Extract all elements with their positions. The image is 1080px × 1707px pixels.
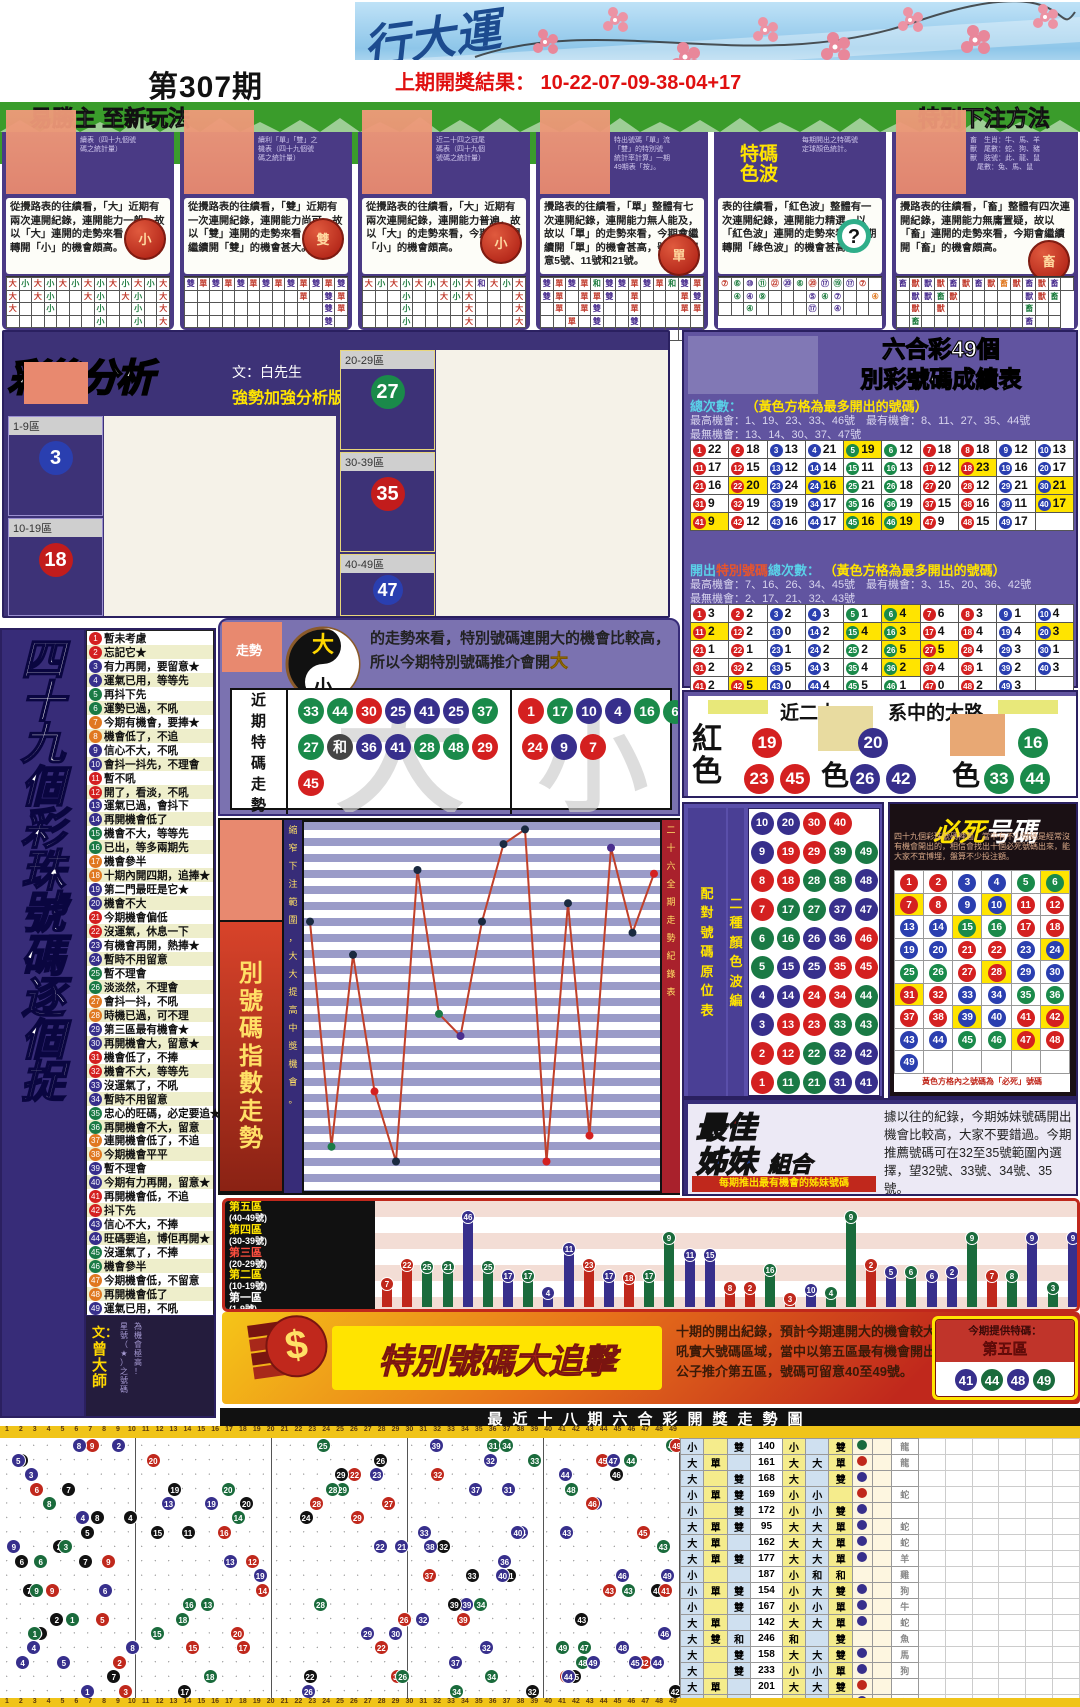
svg-text:?: ? — [848, 226, 860, 248]
svg-text:組合: 組合 — [768, 1152, 815, 1177]
svg-text:大: 大 — [312, 632, 334, 657]
svg-text:最佳: 最佳 — [696, 1112, 759, 1145]
svg-text:姊妹: 姊妹 — [696, 1146, 760, 1179]
